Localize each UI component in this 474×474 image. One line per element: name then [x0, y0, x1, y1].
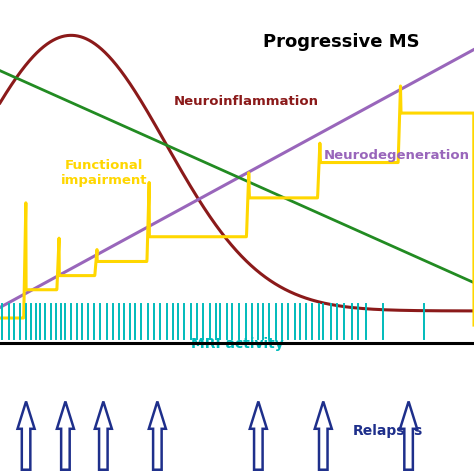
- Polygon shape: [400, 401, 417, 470]
- Text: Neurodegeneration: Neurodegeneration: [323, 149, 469, 162]
- Polygon shape: [250, 401, 267, 470]
- Text: Progressive MS: Progressive MS: [263, 33, 419, 51]
- Polygon shape: [57, 401, 74, 470]
- Polygon shape: [315, 401, 332, 470]
- Text: MRI activity: MRI activity: [191, 337, 283, 351]
- Polygon shape: [18, 401, 35, 470]
- Polygon shape: [95, 401, 112, 470]
- Polygon shape: [149, 401, 166, 470]
- Text: Relapses: Relapses: [353, 424, 423, 438]
- Text: Functional
impairment: Functional impairment: [61, 159, 147, 187]
- Text: Neuroinflammation: Neuroinflammation: [174, 94, 319, 108]
